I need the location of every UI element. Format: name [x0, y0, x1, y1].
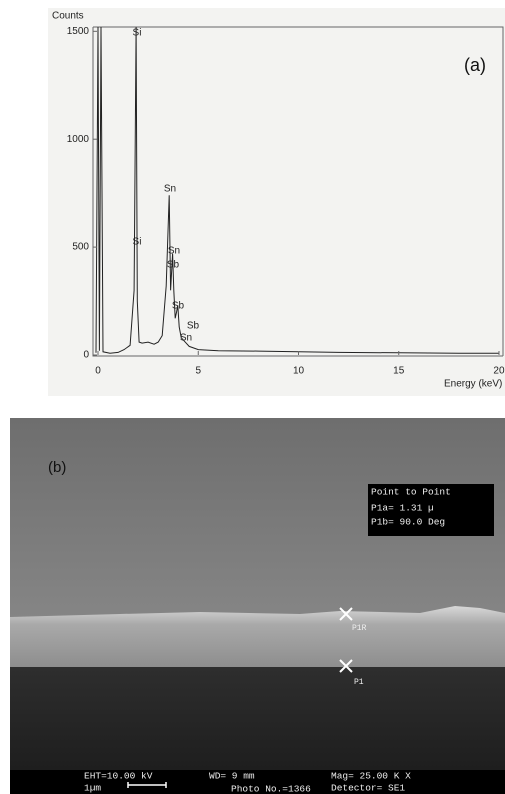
peak-label: Sb [187, 321, 200, 332]
y-tick-label: 1000 [67, 134, 90, 145]
film-layer [10, 606, 505, 667]
spectrum-line [95, 27, 499, 354]
scale-label: 1µm [84, 783, 101, 794]
y-axis-label: Counts [52, 11, 84, 22]
x-tick-label: 10 [293, 366, 305, 377]
measure-title: Point to Point [371, 487, 451, 498]
info-bar [10, 770, 505, 794]
peak-label: Sb [167, 260, 180, 271]
panel-b: (b) Point to Point P1a= 1.31 µ P1b= 90.0… [10, 418, 505, 794]
x-tick-label: 0 [95, 366, 101, 377]
measure-box [368, 484, 494, 536]
marker-label: P1R [352, 624, 367, 633]
x-tick-label: 20 [493, 366, 505, 377]
detector: Detector= SE1 [331, 783, 405, 794]
photo-number: Photo No.=1366 [231, 784, 311, 794]
x-tick-label: 15 [393, 366, 405, 377]
measure-a: P1a= 1.31 µ [371, 503, 434, 514]
peak-label: Si [133, 28, 142, 39]
panel-label: (b) [48, 459, 66, 476]
x-tick-label: 5 [195, 366, 201, 377]
peak-label: Sn [164, 184, 176, 195]
peak-label: Sb [172, 301, 185, 312]
panel-a-bg [48, 8, 505, 396]
markers [339, 607, 353, 673]
y-tick-label: 1500 [67, 26, 90, 37]
substrate [10, 667, 505, 770]
peak-label: Sn [180, 333, 192, 344]
peak-label: Si [133, 237, 142, 248]
eht: EHT=10.00 kV [84, 771, 153, 782]
marker-label: P1 [354, 678, 364, 687]
plot-frame [92, 26, 504, 357]
wd: WD= 9 mm [209, 771, 255, 782]
y-tick-label: 0 [83, 350, 89, 361]
plot-area [95, 27, 499, 354]
magnification: Mag= 25.00 K X [331, 771, 411, 782]
peak-label: Sn [168, 246, 180, 257]
measure-b: P1b= 90.0 Deg [371, 517, 445, 528]
x-axis-label: Energy (keV) [444, 379, 502, 390]
scale-bar [127, 782, 167, 788]
chart-title: (a) [464, 55, 486, 75]
y-tick-label: 500 [72, 242, 89, 253]
